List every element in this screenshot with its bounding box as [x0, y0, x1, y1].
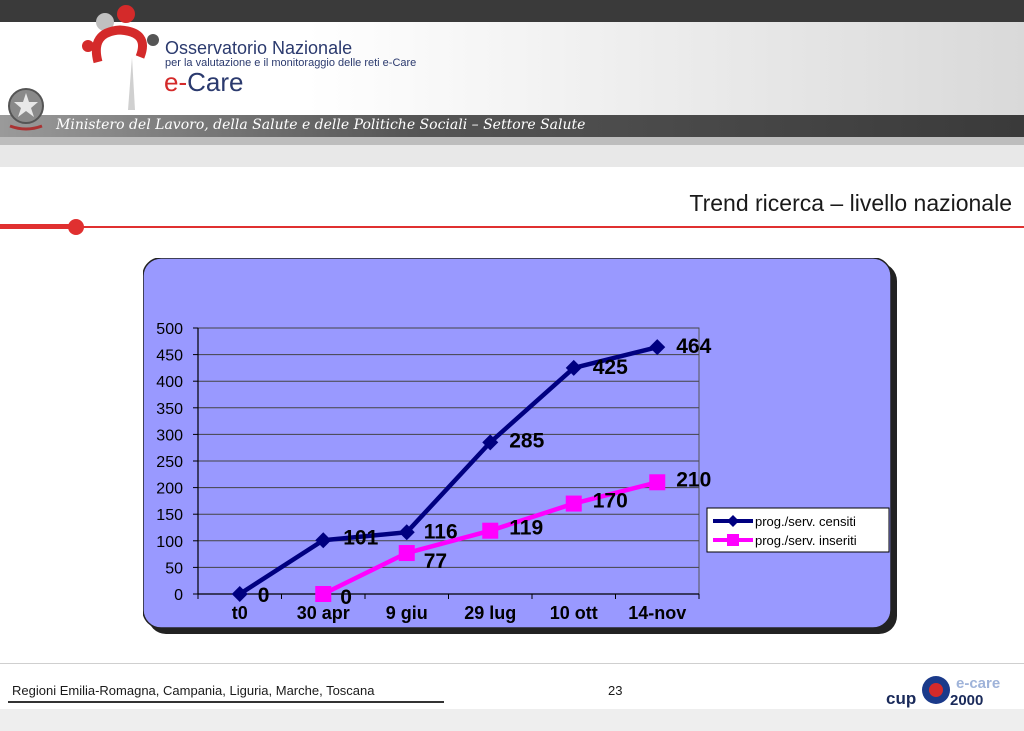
x-tick-label: 10 ott: [550, 603, 598, 623]
brand-prefix: e-: [164, 67, 188, 97]
y-tick-label: 100: [156, 534, 183, 551]
data-point-censiti: [482, 434, 499, 451]
chart-container: 0 50 100 150 200 250 300 350 400 450 500 t0 30 apr 9 …: [142, 257, 897, 634]
brand-name: e-Care: [164, 67, 243, 98]
org-subtitle: per la valutazione e il monitoraggio del…: [165, 57, 417, 69]
logo-ecare: e-care: [956, 675, 1000, 692]
ministry-bar: [0, 115, 1024, 137]
observatory-logo: [82, 5, 159, 110]
slide-title: Trend ricerca – livello nazionale: [689, 190, 1012, 216]
data-point-censiti: [398, 524, 415, 541]
data-point-inseriti: [649, 474, 666, 491]
data-label: 119: [509, 517, 543, 540]
data-label: 464: [676, 335, 711, 358]
divider-band-light: [0, 145, 1024, 167]
data-point-inseriti: [398, 545, 415, 562]
data-point-censiti: [565, 359, 582, 376]
y-tick-label: 0: [174, 587, 183, 604]
data-label: 210: [676, 468, 711, 491]
ministry-name: Ministero del Lavoro, della Salute e del…: [56, 117, 586, 133]
legend-marker-inseriti: [727, 534, 739, 546]
title-underline: [0, 226, 1024, 228]
data-label: 0: [340, 586, 352, 609]
legend-label: prog./serv. censiti: [755, 514, 856, 529]
bottom-band: [0, 709, 1024, 731]
footer-divider: [0, 663, 1024, 664]
data-point-inseriti: [565, 495, 582, 512]
data-point-censiti: [649, 339, 666, 356]
top-bar: [0, 0, 1024, 22]
data-label: 170: [593, 490, 628, 513]
legend-marker-censiti: [727, 515, 739, 527]
x-tick-label: 29 lug: [464, 603, 516, 623]
data-point-censiti: [315, 532, 332, 549]
page-number: 23: [608, 683, 623, 698]
x-tick-label: 14-nov: [628, 603, 686, 623]
brand-suffix: Care: [187, 67, 244, 97]
data-label: 101: [343, 526, 378, 549]
x-tick-label: t0: [232, 603, 248, 623]
data-label: 425: [593, 356, 628, 379]
line-chart: 0 50 100 150 200 250 300 350 400 450 500 t0 30 apr 9 …: [142, 257, 897, 634]
data-label: 116: [424, 520, 458, 543]
cup2000-ecare-logo: cup e-care 2000: [886, 675, 1000, 709]
title-underline-accent: [0, 224, 72, 229]
title-underline-dot: [68, 219, 84, 235]
org-title: Osservatorio Nazionale: [165, 38, 353, 58]
y-tick-label: 450: [156, 348, 183, 365]
data-label: 77: [424, 550, 447, 573]
data-point-censiti: [231, 586, 248, 602]
y-tick-label: 150: [156, 507, 183, 524]
y-tick-label: 350: [156, 401, 183, 418]
divider-band: [0, 137, 1024, 145]
y-tick-label: 50: [165, 560, 183, 577]
data-point-inseriti: [315, 586, 332, 602]
y-tick-label: 300: [156, 427, 183, 444]
legend-label: prog./serv. inseriti: [755, 533, 857, 548]
logo-cup: cup: [886, 689, 916, 708]
header-banner: [0, 22, 1024, 115]
y-tick-label: 250: [156, 454, 183, 471]
y-tick-label: 500: [156, 321, 183, 338]
series-line-censiti: [238, 344, 658, 596]
data-point-inseriti: [482, 522, 499, 539]
data-label: 0: [258, 584, 270, 607]
x-tick-label: 9 giu: [386, 603, 428, 623]
logo-2000: 2000: [950, 692, 983, 709]
footer-regions: Regioni Emilia-Romagna, Campania, Liguri…: [12, 683, 375, 698]
footer-underline: [8, 701, 444, 703]
x-tick-label: 30 apr: [297, 603, 350, 623]
y-tick-label: 200: [156, 481, 183, 498]
ministry-emblem-icon: [8, 88, 44, 131]
y-tick-label: 400: [156, 374, 183, 391]
data-label: 285: [509, 429, 544, 452]
